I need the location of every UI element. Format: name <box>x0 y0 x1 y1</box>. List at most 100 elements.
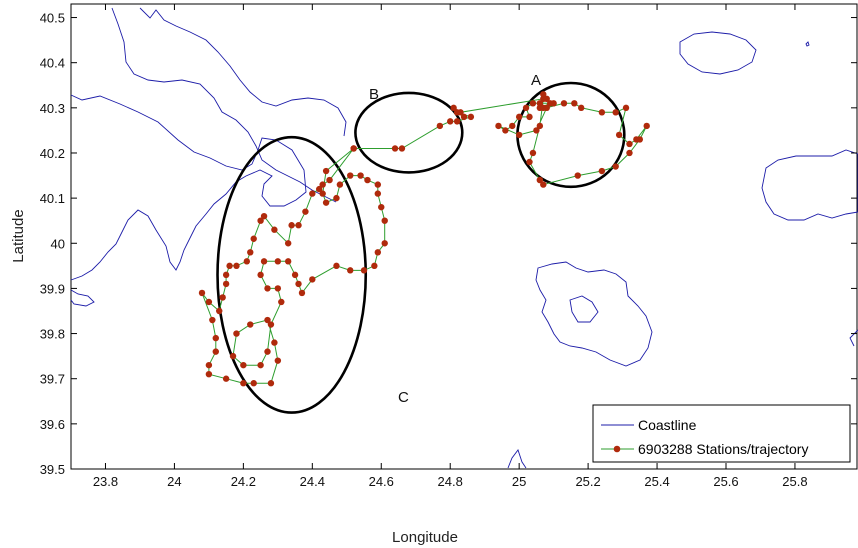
station-marker <box>233 330 239 336</box>
x-tick-label: 23.8 <box>93 474 118 489</box>
station-marker <box>233 263 239 269</box>
station-marker <box>599 109 605 115</box>
station-marker <box>637 136 643 142</box>
x-tick-label: 25.8 <box>782 474 807 489</box>
x-tick-label: 25.2 <box>575 474 600 489</box>
station-marker <box>644 123 650 129</box>
y-tick-label: 40 <box>51 236 65 251</box>
station-marker <box>319 190 325 196</box>
station-marker <box>364 177 370 183</box>
station-marker <box>302 208 308 214</box>
x-tick-label: 24.4 <box>300 474 325 489</box>
station-marker <box>337 181 343 187</box>
station-marker <box>526 159 532 165</box>
station-marker <box>326 177 332 183</box>
legend-trajectory-label: 6903288 Stations/trajectory <box>638 441 808 457</box>
station-marker <box>616 132 622 138</box>
station-marker <box>537 123 543 129</box>
station-marker <box>540 96 546 102</box>
y-tick-label: 39.8 <box>40 327 65 342</box>
station-marker <box>268 321 274 327</box>
x-tick-label: 24.2 <box>231 474 256 489</box>
station-marker <box>495 123 501 129</box>
station-marker <box>285 240 291 246</box>
station-marker <box>447 118 453 124</box>
station-marker <box>288 222 294 228</box>
station-marker <box>323 199 329 205</box>
station-marker <box>392 145 398 151</box>
station-marker <box>526 114 532 120</box>
station-marker <box>382 217 388 223</box>
station-marker <box>206 299 212 305</box>
station-marker <box>578 105 584 111</box>
station-marker <box>271 227 277 233</box>
x-tick-label: 24.6 <box>369 474 394 489</box>
region-label-c: C <box>398 389 409 406</box>
x-tick-label: 24 <box>167 474 181 489</box>
station-marker <box>626 141 632 147</box>
y-tick-label: 39.9 <box>40 281 65 296</box>
station-marker <box>378 204 384 210</box>
y-tick-label: 40.4 <box>40 56 65 71</box>
station-marker <box>226 263 232 269</box>
station-marker <box>219 294 225 300</box>
station-marker <box>251 236 257 242</box>
station-marker <box>357 172 363 178</box>
station-marker <box>278 299 284 305</box>
y-tick-label: 40.5 <box>40 11 65 26</box>
legend-trajectory-marker <box>614 446 621 453</box>
y-tick-label: 39.5 <box>40 462 65 477</box>
station-marker <box>550 100 556 106</box>
station-marker <box>206 362 212 368</box>
station-marker <box>571 100 577 106</box>
station-marker <box>295 281 301 287</box>
station-marker <box>623 105 629 111</box>
station-marker <box>275 258 281 264</box>
station-marker <box>223 272 229 278</box>
station-marker <box>375 249 381 255</box>
station-marker <box>516 114 522 120</box>
y-axis-label: Latitude <box>10 209 27 262</box>
station-marker <box>612 109 618 115</box>
station-marker <box>575 172 581 178</box>
station-marker <box>240 362 246 368</box>
station-marker <box>251 380 257 386</box>
legend-coastline-label: Coastline <box>638 417 697 433</box>
station-marker <box>399 145 405 151</box>
region-label-b: B <box>369 86 379 103</box>
plot-frame <box>71 4 857 469</box>
station-marker <box>509 123 515 129</box>
station-marker <box>612 163 618 169</box>
station-marker <box>437 123 443 129</box>
station-marker <box>347 172 353 178</box>
station-marker <box>257 362 263 368</box>
station-marker <box>382 240 388 246</box>
station-marker <box>516 132 522 138</box>
station-marker <box>530 100 536 106</box>
station-marker <box>333 263 339 269</box>
station-marker <box>502 127 508 133</box>
station-marker <box>268 380 274 386</box>
x-tick-label: 25 <box>512 474 526 489</box>
x-tick-label: 25.4 <box>644 474 669 489</box>
station-marker <box>264 285 270 291</box>
station-marker <box>299 290 305 296</box>
station-marker <box>292 272 298 278</box>
station-marker <box>375 181 381 187</box>
y-tick-label: 40.3 <box>40 101 65 116</box>
station-marker <box>244 258 250 264</box>
station-marker <box>223 376 229 382</box>
station-marker <box>247 249 253 255</box>
station-marker <box>261 258 267 264</box>
station-marker <box>209 317 215 323</box>
x-tick-label: 24.8 <box>438 474 463 489</box>
station-marker <box>454 118 460 124</box>
station-marker <box>468 114 474 120</box>
station-marker <box>333 195 339 201</box>
station-marker <box>523 105 529 111</box>
station-marker <box>275 285 281 291</box>
station-marker <box>561 100 567 106</box>
station-marker <box>309 276 315 282</box>
y-tick-label: 40.1 <box>40 191 65 206</box>
station-marker <box>375 190 381 196</box>
